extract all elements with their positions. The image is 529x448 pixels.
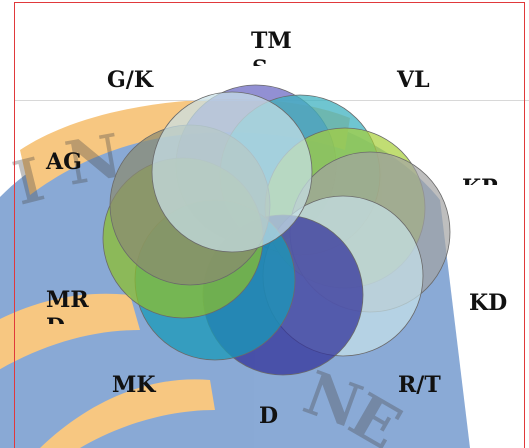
label-kd: KD [469, 290, 508, 316]
label-mk: MK [112, 372, 156, 398]
label-vl: VL [397, 67, 430, 93]
label-ag: AG [46, 149, 82, 175]
label-kp-cut: KP [462, 177, 498, 185]
petal-gk [151, 91, 313, 253]
label-d: D [259, 403, 279, 429]
orange-swoosh-watermark [40, 379, 215, 448]
label-mr: MR [46, 287, 89, 313]
orange-band-lower-watermark [0, 293, 140, 370]
label-rt: R/T [398, 372, 441, 398]
label-tm-cut: S [252, 58, 268, 66]
label-mr-cut: D [46, 316, 65, 324]
label-tm: TM [251, 28, 292, 54]
label-gk: G/K [107, 67, 153, 93]
